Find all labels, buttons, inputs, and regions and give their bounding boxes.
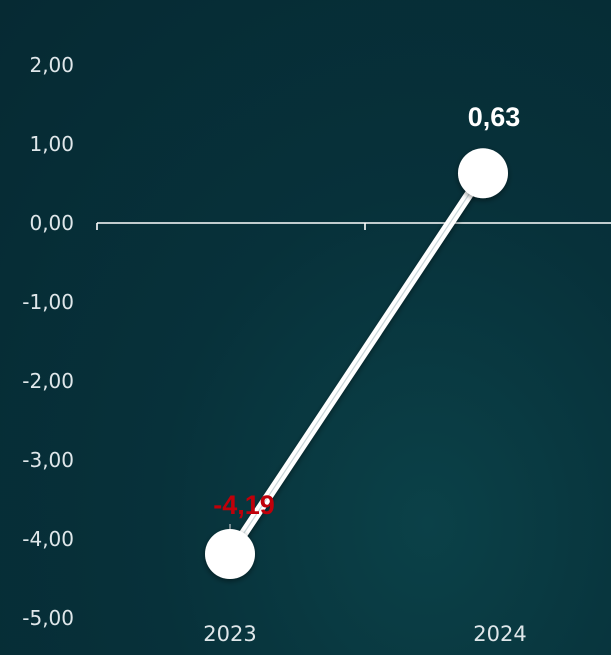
series-line-inner bbox=[229, 172, 484, 555]
data-point-marker bbox=[458, 148, 508, 199]
y-tick-label: -5,00 bbox=[22, 606, 74, 630]
data-label: 0,63 bbox=[468, 102, 521, 132]
series-points bbox=[205, 148, 508, 580]
y-tick-label: -4,00 bbox=[22, 527, 74, 551]
y-tick-label: 1,00 bbox=[29, 132, 74, 156]
x-tick-label: 2024 bbox=[473, 622, 526, 646]
y-axis-tick-labels: 2,00 1,00 0,00 -1,00 -2,00 -3,00 -4,00 -5,00 bbox=[22, 53, 74, 630]
y-tick-label: -3,00 bbox=[22, 448, 74, 472]
x-tick-label: 2023 bbox=[203, 622, 256, 646]
y-tick-label: -2,00 bbox=[22, 369, 74, 393]
x-axis-tick-labels: 2023 2024 bbox=[203, 622, 526, 646]
data-point-marker bbox=[205, 529, 255, 580]
y-tick-label: -1,00 bbox=[22, 290, 74, 314]
y-tick-label: 0,00 bbox=[29, 211, 74, 235]
data-labels: -4,19 0,63 bbox=[213, 102, 520, 520]
data-label: -4,19 bbox=[213, 490, 275, 520]
y-tick-label: 2,00 bbox=[29, 53, 74, 77]
zero-axis bbox=[96, 222, 611, 230]
